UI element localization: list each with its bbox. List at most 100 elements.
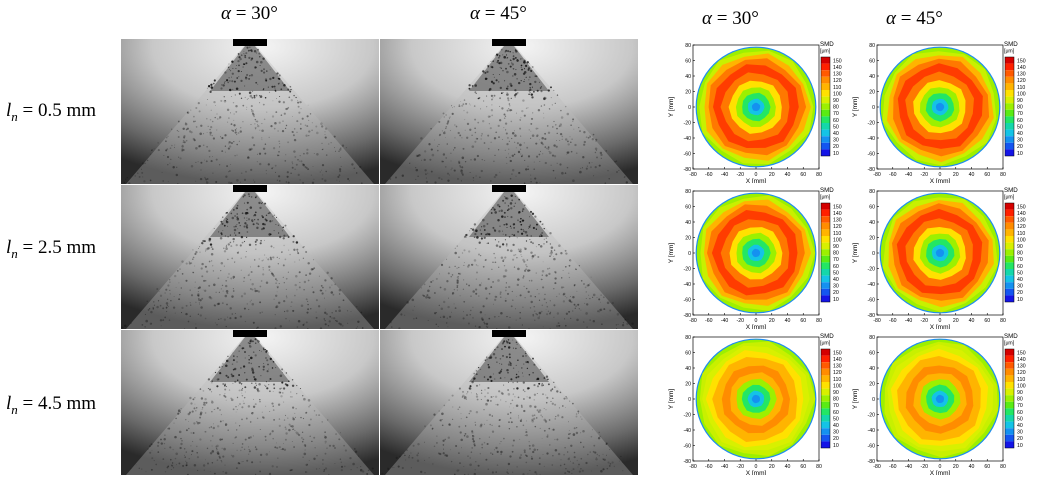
legend-swatch xyxy=(1005,395,1014,402)
legend-level-label: 20 xyxy=(1017,436,1023,442)
legend-level-label: 70 xyxy=(1017,403,1023,409)
y-axis-title: Y [mm] xyxy=(668,97,675,118)
x-tick-label: 0 xyxy=(939,464,942,470)
y-tick-label: 40 xyxy=(869,74,875,80)
smd-map: -80 -60 -40 -20 0 20 40 60 80 80 60 40 20 0 -20 -40 -60 -… xyxy=(668,41,842,183)
legend-level-label: 70 xyxy=(1017,111,1023,117)
legend-level-label: 150 xyxy=(1017,204,1026,210)
legend-level-label: 30 xyxy=(1017,138,1023,144)
spray-photo-image xyxy=(121,330,379,475)
y-tick-label: 20 xyxy=(685,89,691,95)
legend-level-label: 40 xyxy=(1017,423,1023,429)
y-tick-label: 60 xyxy=(869,58,875,64)
legend-swatch xyxy=(821,375,830,382)
legend-swatch xyxy=(821,349,830,356)
smd-map: -80 -60 -40 -20 0 20 40 60 80 80 60 40 20 0 -20 -40 -60 -… xyxy=(852,41,1026,183)
legend-swatch xyxy=(821,395,830,402)
y-tick-label: 60 xyxy=(685,58,691,64)
x-tick-label: -20 xyxy=(921,172,929,178)
x-tick-label: 60 xyxy=(984,172,990,178)
legend-level-label: 110 xyxy=(833,377,841,383)
y-tick-label: -60 xyxy=(684,297,692,303)
x-tick-label: 40 xyxy=(969,172,975,178)
y-tick-label: 80 xyxy=(869,43,875,49)
y-tick-label: 0 xyxy=(872,397,875,403)
legend-level-label: 40 xyxy=(833,423,839,429)
legend-level-label: 130 xyxy=(1017,364,1026,370)
x-tick-label: 40 xyxy=(969,464,975,470)
x-tick-label: 20 xyxy=(769,464,775,470)
legend-level-label: 90 xyxy=(833,244,839,250)
x-tick-label: 20 xyxy=(769,318,775,324)
legend-level-label: 30 xyxy=(833,430,839,436)
y-tick-label: -80 xyxy=(868,459,876,465)
y-tick-label: -40 xyxy=(684,282,692,288)
row-label-1: ln = 0.5 mm xyxy=(6,100,96,125)
legend-level-label: 90 xyxy=(1017,98,1023,104)
legend-swatch xyxy=(1005,90,1014,97)
spray-photo xyxy=(121,330,379,475)
legend-swatch xyxy=(1005,382,1014,389)
y-tick-label: -20 xyxy=(684,266,692,272)
legend-swatch xyxy=(821,262,830,269)
legend-level-label: 20 xyxy=(1017,144,1023,150)
legend-level-label: 140 xyxy=(1017,357,1026,363)
x-tick-label: 40 xyxy=(785,464,791,470)
legend-swatch xyxy=(1005,295,1014,302)
x-axis-title: X [mm] xyxy=(746,324,767,329)
legend-level-label: 130 xyxy=(833,72,842,78)
legend-level-label: 80 xyxy=(1017,397,1023,403)
x-tick-label: -20 xyxy=(737,172,745,178)
y-tick-label: 0 xyxy=(872,251,875,257)
legend-swatch xyxy=(1005,236,1014,243)
ln-value: = 4.5 mm xyxy=(17,393,97,414)
alpha-value: = 30° xyxy=(230,3,278,24)
legend-swatch xyxy=(1005,355,1014,363)
legend-level-label: 40 xyxy=(1017,131,1023,137)
legend-level-label: 120 xyxy=(833,224,842,230)
y-tick-label: -80 xyxy=(868,167,876,173)
x-tick-label: 40 xyxy=(785,318,791,324)
legend-level-label: 100 xyxy=(1017,91,1026,97)
legend-level-label: 130 xyxy=(833,218,842,224)
x-tick-label: 80 xyxy=(1000,172,1006,178)
legend-level-label: 150 xyxy=(833,204,842,210)
legend-level-label: 20 xyxy=(833,290,839,296)
legend-swatch xyxy=(1005,408,1014,415)
x-tick-label: -40 xyxy=(721,318,729,324)
legend-level-label: 10 xyxy=(1017,151,1023,157)
legend-level-label: 60 xyxy=(833,264,839,270)
x-tick-label: 60 xyxy=(800,464,806,470)
x-tick-label: 40 xyxy=(969,318,975,324)
col-header-map-30: α = 30° xyxy=(702,8,759,30)
x-tick-label: 0 xyxy=(755,172,758,178)
y-tick-label: 60 xyxy=(869,350,875,356)
legend-swatch xyxy=(1005,203,1014,210)
x-axis-title: X [mm] xyxy=(930,178,951,183)
legend-swatch xyxy=(821,83,830,90)
legend-level-label: 120 xyxy=(1017,370,1026,376)
legend-level-label: 40 xyxy=(833,277,839,283)
legend-swatch xyxy=(1005,415,1014,422)
y-tick-label: -60 xyxy=(868,297,876,303)
legend-level-label: 120 xyxy=(1017,78,1026,84)
legend-swatch xyxy=(1005,136,1014,143)
legend-level-label: 130 xyxy=(833,364,842,370)
nozzle-shape xyxy=(492,185,526,192)
legend-unit: [μm] xyxy=(1004,49,1015,55)
legend-level-label: 100 xyxy=(833,237,842,243)
legend-swatch xyxy=(1005,57,1014,64)
y-tick-label: 80 xyxy=(869,335,875,341)
legend-level-label: 50 xyxy=(1017,270,1023,276)
y-tick-label: -40 xyxy=(868,428,876,434)
smd-contour xyxy=(695,338,817,460)
legend-swatch xyxy=(821,408,830,415)
legend-level-label: 10 xyxy=(833,151,839,157)
y-tick-label: 60 xyxy=(685,350,691,356)
legend-swatch xyxy=(821,96,830,104)
x-tick-label: 80 xyxy=(816,172,822,178)
legend-swatch xyxy=(1005,375,1014,382)
legend-level-label: 120 xyxy=(833,78,842,84)
y-tick-label: -80 xyxy=(684,167,692,173)
legend-level-label: 100 xyxy=(1017,383,1026,389)
